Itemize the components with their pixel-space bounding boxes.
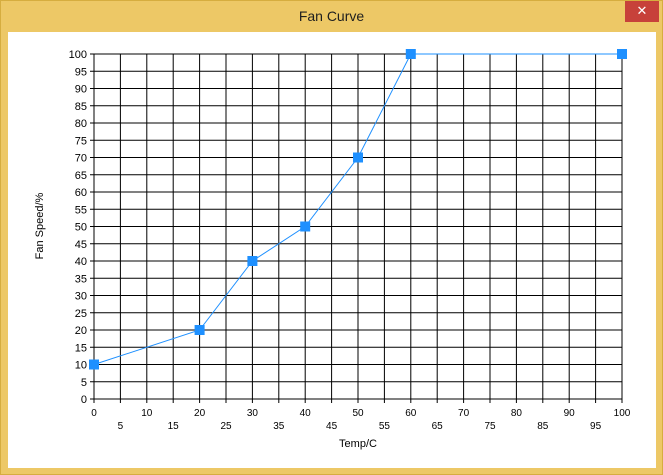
x-tick-label: 85 (537, 421, 549, 432)
y-tick-label: 65 (75, 170, 87, 182)
y-tick-label: 25 (75, 308, 87, 320)
y-tick-label: 75 (75, 135, 87, 147)
x-tick-labels: 0 5 10 15 20 25 30 35 40 45 50 55 60 65 70 75 80 85 90 95 10… (91, 408, 631, 432)
x-tick-label: 45 (326, 421, 338, 432)
y-tick-label: 0 (81, 394, 87, 406)
data-point-marker[interactable] (405, 49, 416, 59)
x-tick-label: 80 (511, 408, 523, 419)
y-tick-label: 5 (81, 377, 87, 389)
y-tick-label: 50 (75, 222, 87, 234)
y-tick-label: 90 (75, 84, 87, 96)
y-tick-label: 100 (69, 49, 87, 61)
x-tick-label: 60 (405, 408, 417, 419)
chart-series (89, 49, 627, 370)
x-tick-label: 75 (484, 421, 496, 432)
data-point-marker[interactable] (617, 49, 627, 59)
x-tick-label: 20 (194, 408, 206, 419)
x-tick-label: 25 (220, 421, 232, 432)
x-tick-label: 35 (273, 421, 285, 432)
window-title: Fan Curve (298, 8, 365, 24)
y-tick-label: 10 (75, 360, 87, 372)
x-tick-label: 30 (247, 408, 259, 419)
data-point-marker[interactable] (300, 221, 311, 232)
close-button[interactable]: ✕ (625, 1, 659, 22)
x-tick-label: 65 (432, 421, 444, 432)
y-tick-label: 40 (75, 256, 87, 268)
y-tick-label: 20 (75, 325, 87, 337)
x-tick-label: 100 (614, 408, 631, 419)
data-point-marker[interactable] (89, 359, 99, 370)
y-tick-label: 30 (75, 291, 87, 303)
x-axis-label: Temp/C (339, 438, 377, 450)
y-tick-label: 60 (75, 187, 87, 199)
y-tick-label: 95 (75, 66, 87, 78)
y-tick-label: 85 (75, 101, 87, 113)
chart-area: 0 5 10 15 20 25 30 35 40 45 50 55 60 65 70 75 80 85 90 95 10… (8, 32, 656, 468)
x-tick-label: 5 (118, 421, 124, 432)
x-tick-label: 50 (352, 408, 364, 419)
close-icon: ✕ (636, 4, 648, 19)
y-tick-label: 15 (75, 342, 87, 354)
x-tick-label: 90 (564, 408, 576, 419)
data-point-marker[interactable] (353, 152, 363, 163)
y-tick-label: 70 (75, 153, 87, 165)
y-tick-label: 55 (75, 204, 87, 216)
y-axis-label: Fan Speed/% (34, 192, 46, 259)
y-tick-label: 45 (75, 239, 87, 251)
data-point-marker[interactable] (247, 256, 258, 266)
y-tick-label: 80 (75, 118, 87, 130)
fan-curve-chart: 0510152025303540455055606570758085909510… (34, 49, 631, 450)
data-point-marker[interactable] (194, 325, 205, 335)
x-tick-label: 10 (141, 408, 153, 419)
x-tick-label: 40 (300, 408, 312, 419)
x-tick-label: 15 (168, 421, 180, 432)
x-tick-label: 55 (379, 421, 391, 432)
title-bar[interactable]: Fan Curve ✕ (1, 1, 662, 32)
x-tick-label: 95 (590, 421, 602, 432)
x-tick-label: 70 (458, 408, 470, 419)
x-tick-label: 0 (91, 408, 97, 419)
chart-grid (90, 53, 623, 403)
y-tick-labels: 0 5 10 15 20 25 30 35 40 45 50 55 60 65 70 75 80 85 90 95 10… (69, 49, 87, 406)
y-tick-label: 35 (75, 273, 87, 285)
